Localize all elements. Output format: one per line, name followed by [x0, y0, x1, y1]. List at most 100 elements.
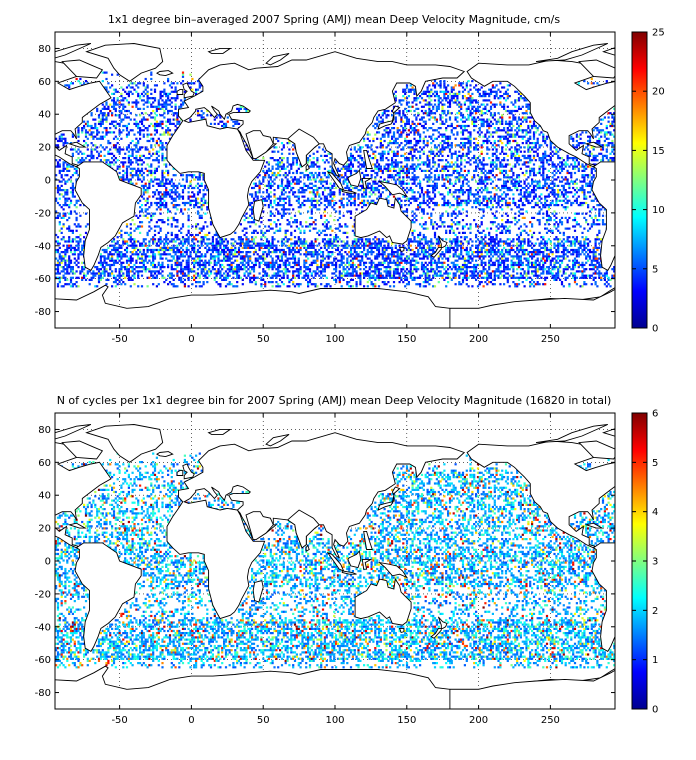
- data-cell: [236, 263, 239, 267]
- data-cell: [572, 261, 575, 264]
- data-cell: [400, 259, 403, 262]
- data-cell: [525, 272, 528, 275]
- data-cell: [346, 253, 349, 256]
- data-cell: [295, 251, 298, 254]
- data-cell: [467, 261, 470, 264]
- data-cell: [221, 238, 224, 241]
- data-cell: [355, 285, 358, 288]
- data-cell: [71, 266, 74, 269]
- data-cell: [346, 272, 349, 275]
- data-cell: [252, 263, 256, 267]
- data-cell: [198, 201, 201, 205]
- data-cell: [579, 240, 582, 243]
- data-cell: [282, 276, 285, 279]
- data-cell: [493, 195, 496, 198]
- data-cell: [346, 274, 349, 277]
- data-cell: [519, 212, 522, 215]
- data-cell: [211, 242, 214, 245]
- data-cell: [327, 238, 330, 241]
- data-cell: [269, 223, 272, 226]
- data-cell: [170, 266, 173, 269]
- data-cell: [97, 272, 101, 275]
- data-cell: [555, 266, 558, 269]
- data-cell: [534, 253, 537, 256]
- data-cell: [314, 240, 317, 243]
- data-cell: [344, 268, 347, 271]
- data-cell: [196, 272, 200, 275]
- data-cell: [501, 214, 504, 217]
- data-cell: [542, 272, 545, 275]
- data-cell: [389, 276, 392, 279]
- data-cell: [325, 206, 328, 209]
- data-cell: [381, 263, 384, 267]
- data-cell: [226, 240, 229, 243]
- data-cell: [189, 195, 192, 198]
- data-cell: [325, 285, 328, 288]
- data-cell: [523, 216, 526, 219]
- data-cell: [172, 268, 175, 271]
- data-cell: [142, 238, 145, 241]
- data-cell: [581, 212, 584, 215]
- data-cell: [58, 246, 61, 249]
- data-cell: [452, 253, 455, 256]
- data-cell: [325, 197, 328, 200]
- data-cell: [83, 274, 86, 277]
- data-cell: [478, 248, 481, 252]
- data-cell: [131, 242, 134, 245]
- data-cell: [588, 240, 592, 243]
- data-cell: [299, 268, 302, 271]
- data-cell: [475, 201, 478, 205]
- data-cell: [336, 219, 340, 222]
- data-cell: [361, 195, 364, 198]
- data-cell: [125, 261, 129, 264]
- data-cell: [340, 197, 343, 200]
- data-cell: [178, 257, 181, 260]
- data-cell: [273, 238, 276, 241]
- data-cell: [411, 219, 414, 222]
- data-cell: [489, 257, 493, 260]
- data-cell: [467, 257, 470, 260]
- data-cell: [178, 278, 181, 281]
- data-cell: [200, 199, 203, 202]
- data-cell: [452, 195, 455, 198]
- data-cell: [372, 199, 375, 202]
- data-cell: [144, 253, 147, 256]
- data-cell: [105, 270, 108, 273]
- data-cell: [497, 240, 500, 243]
- data-cell: [516, 238, 519, 241]
- data-cell: [484, 233, 487, 237]
- data-cell: [187, 225, 190, 228]
- data-cell: [228, 251, 231, 254]
- data-cell: [213, 276, 216, 279]
- data-cell: [333, 201, 336, 205]
- data-cell: [234, 266, 237, 269]
- data-cell: [206, 208, 209, 211]
- data-cell: [198, 231, 201, 234]
- data-cell: [560, 244, 564, 247]
- data-cell: [370, 244, 373, 247]
- data-cell: [437, 259, 440, 262]
- data-cell: [316, 208, 319, 211]
- data-cell: [239, 242, 242, 245]
- data-cell: [355, 270, 358, 273]
- data-cell: [411, 257, 414, 260]
- data-cell: [290, 216, 293, 219]
- data-cell: [284, 191, 287, 194]
- data-cell: [178, 195, 181, 198]
- data-cell: [62, 189, 65, 192]
- data-cell: [107, 255, 110, 258]
- data-cell: [469, 191, 472, 194]
- data-cell: [185, 259, 188, 262]
- data-cell: [428, 216, 431, 219]
- data-cell: [118, 268, 121, 271]
- data-cell: [532, 253, 536, 256]
- data-cell: [111, 253, 114, 256]
- data-cell: [428, 240, 431, 243]
- data-cell: [155, 197, 158, 200]
- data-cell: [310, 251, 313, 254]
- data-cell: [551, 251, 554, 254]
- data-cell: [279, 195, 282, 198]
- data-cell: [103, 272, 106, 275]
- data-cell: [419, 195, 422, 198]
- data-cell: [458, 266, 461, 269]
